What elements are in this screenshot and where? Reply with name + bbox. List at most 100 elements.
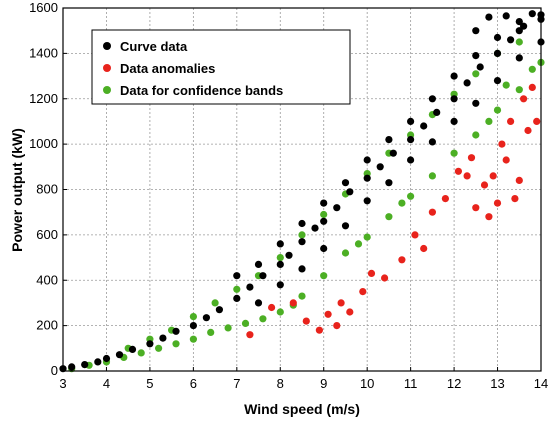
x-tick-label-13: 13 (490, 376, 504, 391)
point-data-anomalies-8 (411, 231, 419, 239)
point-data-for-confidence-bands-41 (472, 131, 480, 139)
x-tick-label-8: 8 (277, 376, 284, 391)
point-data-anomalies-9 (428, 208, 436, 216)
point-curve-data-20 (320, 217, 328, 225)
point-curve-data-65 (485, 13, 493, 21)
y-tick-label-1400: 1400 (29, 45, 58, 60)
x-tick-label-9: 9 (320, 376, 327, 391)
point-data-for-confidence-bands-11 (259, 315, 267, 323)
point-data-anomalies-0 (302, 317, 310, 325)
point-curve-data-67 (528, 10, 536, 18)
point-curve-data-12 (215, 306, 223, 314)
point-data-for-confidence-bands-49 (354, 240, 363, 248)
point-data-anomalies-24 (463, 172, 471, 180)
y-axis-ticks: 0 200 400 600 800 1000 1200 1400 1600 (29, 0, 67, 378)
x-tick-label-14: 14 (534, 376, 548, 391)
point-curve-data-25 (389, 149, 397, 157)
y-tick-label-1200: 1200 (29, 91, 58, 106)
point-curve-data-55 (341, 179, 350, 187)
point-data-for-confidence-bands-9 (224, 324, 232, 332)
point-curve-data-45 (450, 117, 458, 125)
point-data-anomalies-16 (507, 117, 515, 125)
point-data-for-confidence-bands-23 (320, 210, 328, 219)
legend-label-data-anomalies: Data anomalies (120, 61, 215, 76)
x-tick-label-4: 4 (103, 376, 110, 391)
point-data-anomalies-5 (359, 288, 367, 296)
point-data-for-confidence-bands-39 (428, 172, 436, 180)
point-curve-data-61 (472, 52, 480, 60)
point-data-for-confidence-bands-35 (341, 249, 350, 257)
point-data-for-confidence-bands-45 (528, 65, 536, 73)
point-curve-data-31 (476, 63, 484, 71)
point-data-anomalies-30 (289, 299, 297, 307)
legend: Curve data Data anomalies Data for confi… (91, 29, 351, 105)
point-curve-data-7 (146, 340, 154, 348)
point-data-anomalies-2 (324, 310, 332, 318)
x-tick-label-11: 11 (404, 376, 418, 391)
point-curve-data-68 (515, 27, 523, 35)
point-data-anomalies-23 (524, 126, 532, 135)
point-data-anomalies-4 (346, 308, 354, 316)
point-data-anomalies-29 (268, 303, 276, 312)
point-curve-data-30 (463, 79, 471, 87)
legend-marker-confidence-bands (103, 86, 111, 94)
point-curve-data-3 (94, 358, 102, 366)
point-curve-data-39 (320, 244, 328, 253)
point-data-anomalies-25 (502, 156, 510, 164)
point-curve-data-63 (515, 18, 523, 26)
point-curve-data-1 (68, 363, 76, 371)
y-tick-label-400: 400 (36, 272, 58, 287)
x-tick-label-6: 6 (190, 376, 197, 391)
point-curve-data-50 (233, 272, 241, 280)
y-axis-label: Power output (kW) (9, 128, 25, 252)
point-data-anomalies-18 (528, 83, 536, 91)
point-data-for-confidence-bands-37 (385, 213, 393, 221)
point-curve-data-44 (428, 138, 436, 146)
legend-box (91, 29, 351, 105)
point-data-anomalies-21 (493, 199, 502, 207)
y-tick-label-600: 600 (36, 227, 58, 242)
point-data-for-confidence-bands-8 (207, 328, 215, 336)
point-curve-data-46 (472, 99, 480, 107)
point-data-for-confidence-bands-36 (363, 233, 371, 241)
point-curve-data-57 (385, 136, 393, 144)
point-data-for-confidence-bands-6 (172, 340, 180, 348)
point-curve-data-19 (311, 224, 319, 232)
point-curve-data-40 (341, 222, 350, 230)
point-curve-data-5 (115, 351, 124, 359)
point-curve-data-60 (450, 72, 458, 80)
x-axis-label: Wind speed (m/s) (244, 401, 360, 417)
point-curve-data-22 (346, 188, 354, 196)
point-data-for-confidence-bands-10 (241, 319, 250, 327)
point-curve-data-24 (376, 163, 384, 171)
point-data-for-confidence-bands-21 (276, 254, 284, 262)
point-curve-data-29 (450, 95, 458, 103)
point-curve-data-13 (233, 294, 241, 302)
point-data-anomalies-32 (515, 176, 523, 184)
point-curve-data-41 (363, 197, 371, 205)
point-data-anomalies-17 (520, 95, 528, 103)
point-data-anomalies-12 (467, 154, 476, 162)
y-tick-label-1000: 1000 (29, 136, 58, 151)
point-data-for-confidence-bands-38 (407, 192, 415, 200)
point-data-for-confidence-bands-43 (515, 86, 523, 94)
point-curve-data-37 (276, 281, 284, 289)
point-curve-data-36 (254, 299, 263, 307)
point-curve-data-43 (407, 156, 415, 164)
point-data-for-confidence-bands-40 (450, 149, 458, 157)
point-curve-data-2 (81, 361, 89, 369)
point-data-for-confidence-bands-22 (298, 231, 306, 239)
point-data-for-confidence-bands-19 (233, 285, 241, 293)
point-curve-data-69 (472, 27, 480, 35)
point-data-for-confidence-bands-32 (515, 38, 523, 46)
point-curve-data-21 (333, 204, 341, 212)
point-data-anomalies-26 (367, 269, 376, 277)
point-data-anomalies-10 (441, 195, 449, 203)
point-data-for-confidence-bands-18 (211, 299, 219, 307)
point-data-for-confidence-bands-34 (320, 272, 328, 280)
point-curve-data-9 (172, 327, 180, 335)
point-curve-data-16 (276, 260, 284, 268)
point-curve-data-52 (276, 240, 284, 248)
point-curve-data-32 (493, 49, 502, 58)
point-data-anomalies-6 (381, 274, 389, 282)
